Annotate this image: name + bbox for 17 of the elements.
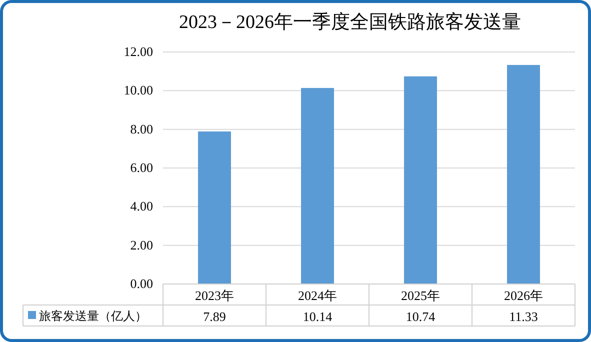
x-tick-label: 2023年 <box>195 288 234 303</box>
x-tick-label: 2025年 <box>401 288 440 303</box>
y-tick-label: 4.00 <box>130 198 153 214</box>
data-label: 7.89 <box>203 309 226 324</box>
y-tick-label: 10.00 <box>124 82 153 98</box>
data-label: 10.74 <box>406 309 436 324</box>
y-tick-label: 8.00 <box>130 121 153 136</box>
chart-title: 2023－2026年一季度全国铁路旅客发送量 <box>179 11 521 33</box>
y-tick-label: 2.00 <box>130 237 153 252</box>
y-tick-label: 0.00 <box>130 276 153 291</box>
data-label: 11.33 <box>509 309 538 324</box>
y-tick-label: 12.00 <box>124 44 153 59</box>
legend-label: 旅客发送量（亿人） <box>39 309 147 323</box>
x-tick-label: 2026年 <box>504 288 543 303</box>
y-tick-label: 6.00 <box>130 160 153 175</box>
x-tick-label: 2024年 <box>298 288 337 303</box>
data-label: 10.14 <box>302 309 333 324</box>
